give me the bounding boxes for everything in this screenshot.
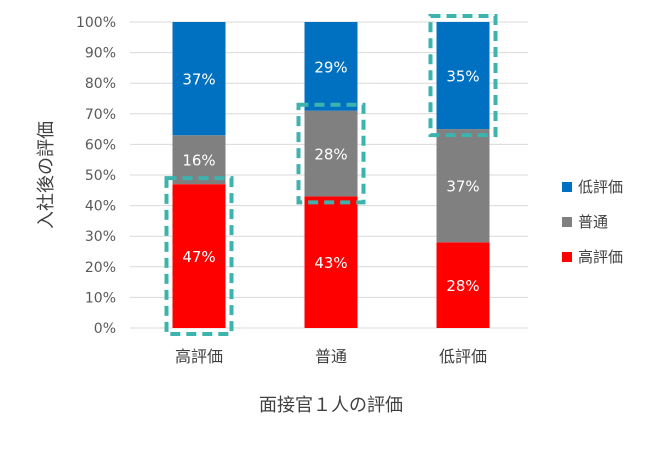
data-label: 16% — [182, 152, 215, 170]
bar-segment — [172, 22, 226, 136]
y-tick-label: 30% — [85, 229, 116, 245]
y-tick-label: 80% — [85, 76, 116, 92]
x-axis-title: 面接官１人の評価 — [259, 395, 403, 416]
highlight-box — [164, 176, 234, 336]
bars — [172, 22, 490, 328]
data-label: 29% — [314, 58, 347, 76]
x-category-label: 普通 — [315, 347, 347, 366]
y-tick-label: 60% — [85, 137, 116, 153]
data-labels: 47% 16% 37% 43% 28% 29% 28% 37% 35% — [182, 58, 479, 295]
bar-segment — [304, 196, 358, 328]
y-tick-label: 70% — [85, 107, 116, 123]
x-category-label: 低評価 — [439, 347, 487, 366]
y-tick-label: 0% — [94, 321, 116, 337]
x-category-label: 高評価 — [175, 347, 223, 366]
highlight-box — [296, 102, 366, 205]
bar-segment — [172, 184, 226, 328]
legend-swatch — [562, 217, 572, 227]
legend-label: 高評価 — [578, 248, 623, 266]
bar-segment — [172, 135, 226, 185]
y-tick-label: 40% — [85, 199, 116, 215]
bar-segment — [304, 110, 358, 197]
bar-segment — [304, 22, 358, 111]
legend-label: 普通 — [578, 213, 608, 231]
highlight-boxes — [164, 14, 498, 336]
legend-swatch — [562, 182, 572, 192]
y-axis-title: 入社後の評価 — [36, 121, 57, 229]
highlight-box — [428, 14, 498, 138]
bar-segment — [436, 129, 490, 243]
data-label: 28% — [314, 146, 347, 164]
data-label: 35% — [446, 68, 479, 86]
legend-label: 低評価 — [578, 178, 623, 196]
data-label: 37% — [446, 178, 479, 196]
data-label: 28% — [446, 277, 479, 295]
y-tick-label: 50% — [85, 168, 116, 184]
x-axis-categories: 高評価 普通 低評価 — [175, 347, 487, 366]
y-tick-label: 20% — [85, 260, 116, 276]
legend-swatch — [562, 252, 572, 262]
bar-segment — [436, 22, 490, 130]
data-label: 37% — [182, 71, 215, 89]
y-axis-ticks: 0% 10% 20% 30% 40% 50% 60% 70% 80% 90% 100% — [76, 15, 116, 337]
bar-segment — [436, 242, 490, 328]
data-label: 43% — [314, 254, 347, 272]
y-tick-label: 90% — [85, 46, 116, 62]
y-tick-label: 100% — [76, 15, 116, 31]
data-label: 47% — [182, 248, 215, 266]
y-tick-label: 10% — [85, 290, 116, 306]
